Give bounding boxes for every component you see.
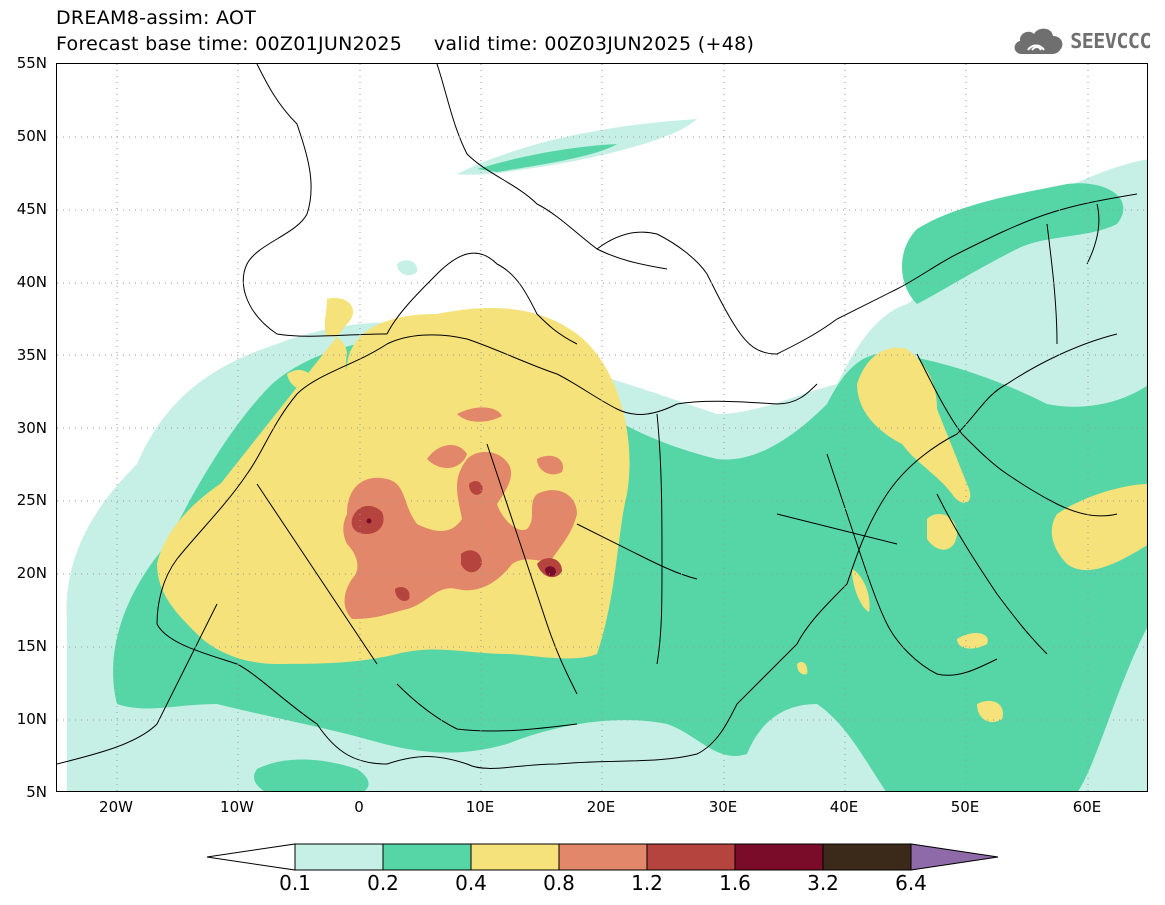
colorbar-tick-0-8: 0.8 (543, 871, 575, 895)
lon-label-40e: 40E (829, 798, 859, 816)
lon-label-60e: 60E (1072, 798, 1102, 816)
seevccc-logo: SEEVCCC (1010, 24, 1151, 58)
colorbar-swatch-7 (822, 843, 912, 871)
lat-label-45n: 45N (16, 200, 47, 218)
lat-label-40n: 40N (16, 273, 47, 291)
lat-label-30n: 30N (16, 419, 47, 437)
colorbar-tick-3-2: 3.2 (807, 871, 839, 895)
lat-label-50n: 50N (16, 127, 47, 145)
colorbar-svg (206, 843, 999, 871)
map-title: DREAM8-assim: AOT (56, 7, 257, 29)
colorbar-swatch-1 (294, 843, 384, 871)
colorbar-tick-1-6: 1.6 (719, 871, 751, 895)
coastlines (57, 64, 1138, 769)
colorbar-swatch-6 (734, 843, 824, 871)
lon-label-50e: 50E (950, 798, 980, 816)
colorbar-tick-6-4: 6.4 (895, 871, 927, 895)
colorbar-tick-1-2: 1.2 (631, 871, 663, 895)
aot-map-canvas (57, 64, 1147, 791)
forecast-time-line: Forecast base time: 00Z01JUN2025 valid t… (56, 33, 755, 55)
colorbar-tick-0-1: 0.1 (279, 871, 311, 895)
colorbar-over-triangle (910, 843, 999, 871)
lat-label-15n: 15N (16, 637, 47, 655)
lon-label-30e: 30E (708, 798, 738, 816)
aot-level-1-6 (366, 518, 557, 577)
colorbar-swatch-3 (470, 843, 560, 871)
aot-level-0-8 (343, 407, 577, 619)
colorbar-tick-0-4: 0.4 (455, 871, 487, 895)
aot-colorbar (205, 842, 1000, 872)
lon-label-0: 0 (354, 798, 364, 816)
lat-label-25n: 25N (16, 491, 47, 509)
logo-text: SEEVCCC (1070, 29, 1151, 53)
colorbar-under-triangle (206, 843, 296, 871)
lat-label-5n: 5N (26, 783, 47, 801)
lon-label-10e: 10E (465, 798, 495, 816)
lon-label-20e: 20E (586, 798, 616, 816)
lon-label-20w: 20W (99, 798, 133, 816)
colorbar-swatch-4 (558, 843, 648, 871)
colorbar-swatch-2 (382, 843, 472, 871)
lat-lon-grid (57, 64, 1147, 791)
lat-label-55n: 55N (16, 54, 47, 72)
colorbar-tick-0-2: 0.2 (367, 871, 399, 895)
lat-label-35n: 35N (16, 346, 47, 364)
cloud-icon (1014, 28, 1063, 54)
lat-label-20n: 20N (16, 564, 47, 582)
aot-map (56, 63, 1148, 792)
lon-label-10w: 10W (220, 798, 254, 816)
colorbar-swatch-5 (646, 843, 736, 871)
lat-label-10n: 10N (16, 710, 47, 728)
